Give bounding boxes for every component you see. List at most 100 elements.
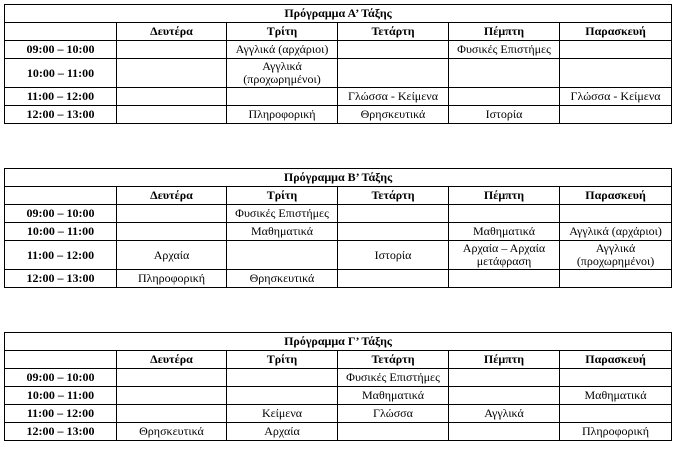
subject-cell: Θρησκευτικά (116, 422, 227, 441)
subject-cell: Κείμενα (226, 404, 338, 423)
subject-cell: Φυσικές Επιστήμες (226, 204, 338, 223)
subject-cell: Μαθηματικά (558, 386, 673, 405)
time-slot: 12:00 – 13:00 (4, 269, 117, 288)
day-header: Τρίτη (226, 22, 338, 41)
subject-cell (448, 368, 560, 387)
subject-cell (116, 222, 227, 241)
subject-cell (337, 222, 449, 241)
schedule-title-row: Πρόγραμμα Α’ Τάξης (3, 4, 673, 23)
time-slot-row: 11:00 – 12:00 Γλώσσα - Κείμενα Γλώσσα - Κε… (4, 87, 673, 106)
schedule-title: Πρόγραμμα Β’ Τάξης (3, 168, 673, 187)
day-header: Τετάρτη (337, 22, 449, 41)
subject-cell: Ιστορία (337, 240, 449, 270)
subject-cell: Αγγλικά (προχωρημένοι) (558, 240, 673, 270)
day-header: Παρασκευή (558, 22, 673, 41)
subject-cell (116, 58, 227, 88)
time-slot: 10:00 – 11:00 (4, 222, 117, 241)
schedule-title-row: Πρόγραμμα Γ’ Τάξης (3, 332, 673, 351)
days-header-row: Δευτέρα Τρίτη Τετάρτη Πέμπτη Παρασκευή (4, 350, 673, 369)
days-header-row: Δευτέρα Τρίτη Τετάρτη Πέμπτη Παρασκευή (4, 186, 673, 205)
subject-cell: Πληροφορική (558, 422, 673, 441)
schedule-table-c: Πρόγραμμα Γ’ Τάξης Δευτέρα Τρίτη Τετάρτη Πέμ… (3, 332, 673, 441)
corner-cell (4, 350, 117, 369)
subject-cell (448, 87, 560, 106)
subject-cell: Μαθηματικά (226, 222, 338, 241)
subject-cell (116, 386, 227, 405)
time-slot-row: 09:00 – 10:00 Φυσικές Επιστήμες (4, 368, 673, 387)
subject-cell: Αρχαία (116, 240, 227, 270)
time-slot-row: 10:00 – 11:00 Μαθηματικά Μαθηματικά (4, 386, 673, 405)
schedule-title-row: Πρόγραμμα Β’ Τάξης (3, 168, 673, 187)
day-header: Τρίτη (226, 186, 338, 205)
schedule-title: Πρόγραμμα Α’ Τάξης (3, 4, 673, 23)
subject-cell: Φυσικές Επιστήμες (337, 368, 449, 387)
subject-cell (226, 240, 338, 270)
time-slot: 11:00 – 12:00 (4, 87, 117, 106)
subject-cell (337, 422, 449, 441)
subject-cell (558, 269, 673, 288)
subject-cell (558, 204, 673, 223)
corner-cell (4, 186, 117, 205)
subject-cell: Ιστορία (448, 105, 560, 124)
subject-cell (337, 40, 449, 59)
subject-cell (226, 386, 338, 405)
time-slot-row: 11:00 – 12:00 Αρχαία Ιστορία Αρχαία – Αρχαί… (4, 240, 673, 270)
subject-cell (558, 404, 673, 423)
subject-cell (116, 105, 227, 124)
subject-cell (226, 87, 338, 106)
subject-cell (558, 105, 673, 124)
subject-cell (116, 204, 227, 223)
subject-cell: Μαθηματικά (448, 222, 560, 241)
day-header: Δευτέρα (116, 350, 227, 369)
time-slot: 12:00 – 13:00 (4, 105, 117, 124)
time-slot: 09:00 – 10:00 (4, 368, 117, 387)
schedule-table-b: Πρόγραμμα Β’ Τάξης Δευτέρα Τρίτη Τετάρτη Πέμ… (3, 168, 673, 288)
time-slot-row: 10:00 – 11:00 Αγγλικά (προχωρημένοι) (4, 58, 673, 88)
time-slot: 09:00 – 10:00 (4, 204, 117, 223)
days-header-row: Δευτέρα Τρίτη Τετάρτη Πέμπτη Παρασκευή (4, 22, 673, 41)
time-slot: 10:00 – 11:00 (4, 58, 117, 88)
day-header: Τετάρτη (337, 186, 449, 205)
time-slot-row: 09:00 – 10:00 Αγγλικά (αρχάριοι) Φυσικές Ε… (4, 40, 673, 59)
day-header: Πέμπτη (448, 350, 560, 369)
day-header: Παρασκευή (558, 350, 673, 369)
subject-cell (448, 386, 560, 405)
subject-cell: Θρησκευτικά (226, 269, 338, 288)
time-slot-row: 12:00 – 13:00 Θρησκευτικά Αρχαία Πληροφορικ… (4, 422, 673, 441)
subject-cell (226, 368, 338, 387)
subject-cell: Γλώσσα - Κείμενα (558, 87, 673, 106)
schedule-title: Πρόγραμμα Γ’ Τάξης (3, 332, 673, 351)
subject-cell: Αγγλικά (448, 404, 560, 423)
subject-cell (448, 269, 560, 288)
subject-cell (116, 368, 227, 387)
time-slot-row: 11:00 – 12:00 Κείμενα Γλώσσα Αγγλικά (4, 404, 673, 423)
time-slot: 12:00 – 13:00 (4, 422, 117, 441)
day-header: Δευτέρα (116, 22, 227, 41)
time-slot-row: 09:00 – 10:00 Φυσικές Επιστήμες (4, 204, 673, 223)
subject-cell: Μαθηματικά (337, 386, 449, 405)
time-slot: 09:00 – 10:00 (4, 40, 117, 59)
subject-cell: Αγγλικά (αρχάριοι) (226, 40, 338, 59)
time-slot-row: 12:00 – 13:00 Πληροφορική Θρησκευτικά (4, 269, 673, 288)
subject-cell: Πληροφορική (226, 105, 338, 124)
subject-cell (337, 269, 449, 288)
subject-cell (558, 40, 673, 59)
time-slot-row: 12:00 – 13:00 Πληροφορική Θρησκευτικά Ιστορ… (4, 105, 673, 124)
subject-cell (448, 422, 560, 441)
subject-cell (116, 404, 227, 423)
day-header: Πέμπτη (448, 22, 560, 41)
subject-cell: Φυσικές Επιστήμες (448, 40, 560, 59)
schedule-table-a: Πρόγραμμα Α’ Τάξης Δευτέρα Τρίτη Τετάρτη Πέμ… (3, 4, 673, 124)
subject-cell (337, 58, 449, 88)
subject-cell: Γλώσσα (337, 404, 449, 423)
subject-cell: Αγγλικά (αρχάριοι) (558, 222, 673, 241)
time-slot: 11:00 – 12:00 (4, 404, 117, 423)
subject-cell: Αρχαία (226, 422, 338, 441)
subject-cell (448, 204, 560, 223)
subject-cell: Αρχαία – Αρχαία μετάφραση (448, 240, 560, 270)
subject-cell (558, 58, 673, 88)
subject-cell (116, 87, 227, 106)
day-header: Πέμπτη (448, 186, 560, 205)
subject-cell (558, 368, 673, 387)
day-header: Δευτέρα (116, 186, 227, 205)
